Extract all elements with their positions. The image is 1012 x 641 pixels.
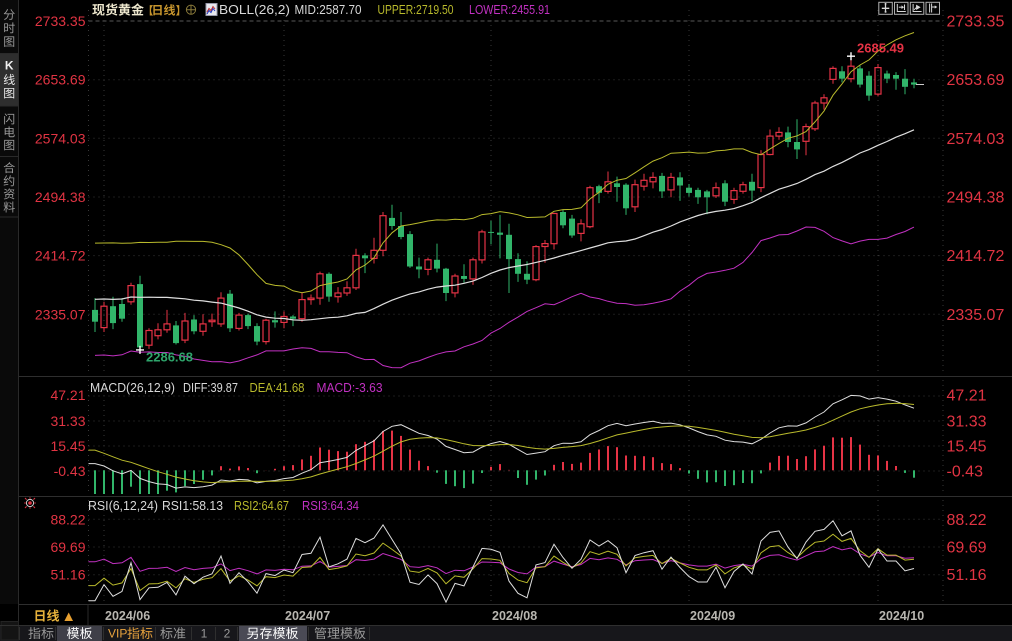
svg-text:2685.49: 2685.49 bbox=[857, 41, 904, 56]
svg-text:88.22: 88.22 bbox=[50, 511, 85, 527]
svg-text:51.16: 51.16 bbox=[947, 567, 987, 584]
svg-text:2653.69: 2653.69 bbox=[35, 72, 86, 88]
svg-text:88.22: 88.22 bbox=[947, 512, 987, 529]
svg-text:DEA:41.68: DEA:41.68 bbox=[250, 380, 305, 395]
svg-text:BOLL(26,2): BOLL(26,2) bbox=[219, 2, 290, 17]
svg-text:DIFF:39.87: DIFF:39.87 bbox=[183, 380, 238, 395]
svg-text:2335.07: 2335.07 bbox=[35, 306, 86, 322]
svg-text:31.33: 31.33 bbox=[50, 413, 85, 429]
svg-text:RSI(6,12,24): RSI(6,12,24) bbox=[88, 498, 158, 513]
svg-text:MID:2587.70: MID:2587.70 bbox=[295, 2, 362, 17]
svg-text:K: K bbox=[5, 59, 14, 73]
svg-text:RSI2:64.67: RSI2:64.67 bbox=[234, 498, 289, 513]
svg-text:2494.38: 2494.38 bbox=[35, 189, 86, 205]
svg-text:2024/09: 2024/09 bbox=[690, 609, 735, 623]
svg-text:2: 2 bbox=[224, 627, 231, 641]
svg-text:1: 1 bbox=[201, 627, 208, 641]
svg-text:-0.43: -0.43 bbox=[947, 464, 984, 481]
svg-text:MACD:-3.63: MACD:-3.63 bbox=[317, 380, 383, 395]
svg-text:VIP: VIP bbox=[108, 627, 127, 641]
svg-text:2574.03: 2574.03 bbox=[947, 131, 1005, 148]
svg-text:69.69: 69.69 bbox=[50, 539, 85, 555]
svg-text:47.21: 47.21 bbox=[50, 387, 85, 403]
svg-text:2574.03: 2574.03 bbox=[35, 130, 86, 146]
svg-text:2733.35: 2733.35 bbox=[35, 13, 86, 29]
svg-text:15.45: 15.45 bbox=[50, 438, 85, 454]
svg-text:69.69: 69.69 bbox=[947, 540, 987, 557]
svg-text:2733.35: 2733.35 bbox=[947, 14, 1005, 31]
svg-text:2414.72: 2414.72 bbox=[35, 248, 86, 264]
svg-text:2335.07: 2335.07 bbox=[947, 307, 1005, 324]
svg-text:2653.69: 2653.69 bbox=[947, 72, 1005, 89]
svg-text:15.45: 15.45 bbox=[947, 439, 987, 456]
svg-text:LOWER:2455.91: LOWER:2455.91 bbox=[469, 2, 550, 17]
svg-text:2024/07: 2024/07 bbox=[285, 609, 330, 623]
svg-text:2414.72: 2414.72 bbox=[947, 248, 1005, 265]
svg-text:RSI3:64.34: RSI3:64.34 bbox=[302, 498, 359, 513]
svg-text:RSI1:58.13: RSI1:58.13 bbox=[162, 498, 223, 513]
svg-text:2494.38: 2494.38 bbox=[947, 190, 1005, 207]
svg-text:MACD(26,12,9): MACD(26,12,9) bbox=[90, 380, 175, 395]
svg-text:51.16: 51.16 bbox=[50, 567, 85, 583]
svg-text:-0.43: -0.43 bbox=[54, 463, 86, 479]
svg-text:UPPER:2719.50: UPPER:2719.50 bbox=[378, 2, 454, 17]
svg-text:2024/08: 2024/08 bbox=[492, 609, 537, 623]
svg-text:31.33: 31.33 bbox=[947, 414, 987, 431]
svg-text:2024/06: 2024/06 bbox=[105, 609, 150, 623]
svg-text:2286.68: 2286.68 bbox=[146, 350, 193, 365]
svg-text:2024/10: 2024/10 bbox=[879, 609, 924, 623]
svg-text:47.21: 47.21 bbox=[947, 388, 987, 405]
